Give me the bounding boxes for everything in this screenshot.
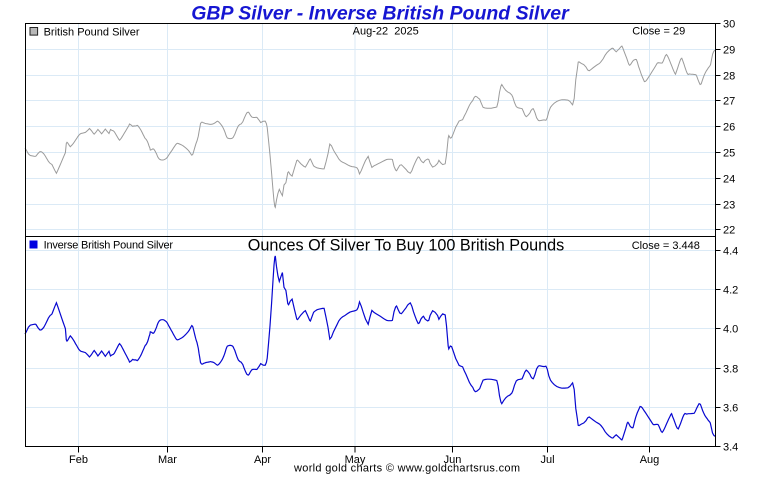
svg-text:28: 28: [723, 71, 735, 83]
svg-text:world gold charts © www.goldch: world gold charts © www.goldchartsrus.co…: [293, 463, 520, 475]
svg-text:22: 22: [723, 225, 735, 237]
svg-text:29: 29: [723, 45, 735, 57]
svg-text:3.8: 3.8: [723, 364, 738, 376]
svg-text:Jun: Jun: [444, 454, 462, 466]
svg-text:24: 24: [723, 174, 735, 186]
svg-text:30: 30: [723, 19, 735, 31]
svg-text:British Pound Silver: British Pound Silver: [44, 26, 140, 38]
svg-text:Ounces Of Silver To Buy 100 Br: Ounces Of Silver To Buy 100 British Poun…: [248, 236, 564, 254]
svg-text:23: 23: [723, 200, 735, 212]
svg-text:Jul: Jul: [540, 454, 554, 466]
svg-text:Close = 3.448: Close = 3.448: [632, 240, 700, 252]
svg-text:May: May: [345, 454, 366, 466]
svg-text:Mar: Mar: [158, 454, 177, 466]
svg-text:4.4: 4.4: [723, 246, 738, 258]
svg-text:GBP Silver - Inverse British P: GBP Silver - Inverse British Pound Silve…: [191, 3, 570, 25]
svg-text:Feb: Feb: [69, 454, 88, 466]
svg-text:3.6: 3.6: [723, 403, 738, 415]
svg-text:26: 26: [723, 122, 735, 134]
svg-text:4.0: 4.0: [723, 324, 738, 336]
svg-text:Close = 29: Close = 29: [632, 26, 685, 38]
svg-text:25: 25: [723, 148, 735, 160]
svg-text:4.2: 4.2: [723, 285, 738, 297]
svg-text:Apr: Apr: [254, 454, 271, 466]
svg-text:Inverse British Pound Silver: Inverse British Pound Silver: [44, 239, 174, 251]
svg-text:Aug: Aug: [640, 454, 660, 466]
svg-text:Aug-22 2025: Aug-22 2025: [353, 26, 419, 38]
svg-text:27: 27: [723, 96, 735, 108]
svg-text:3.4: 3.4: [723, 442, 738, 454]
